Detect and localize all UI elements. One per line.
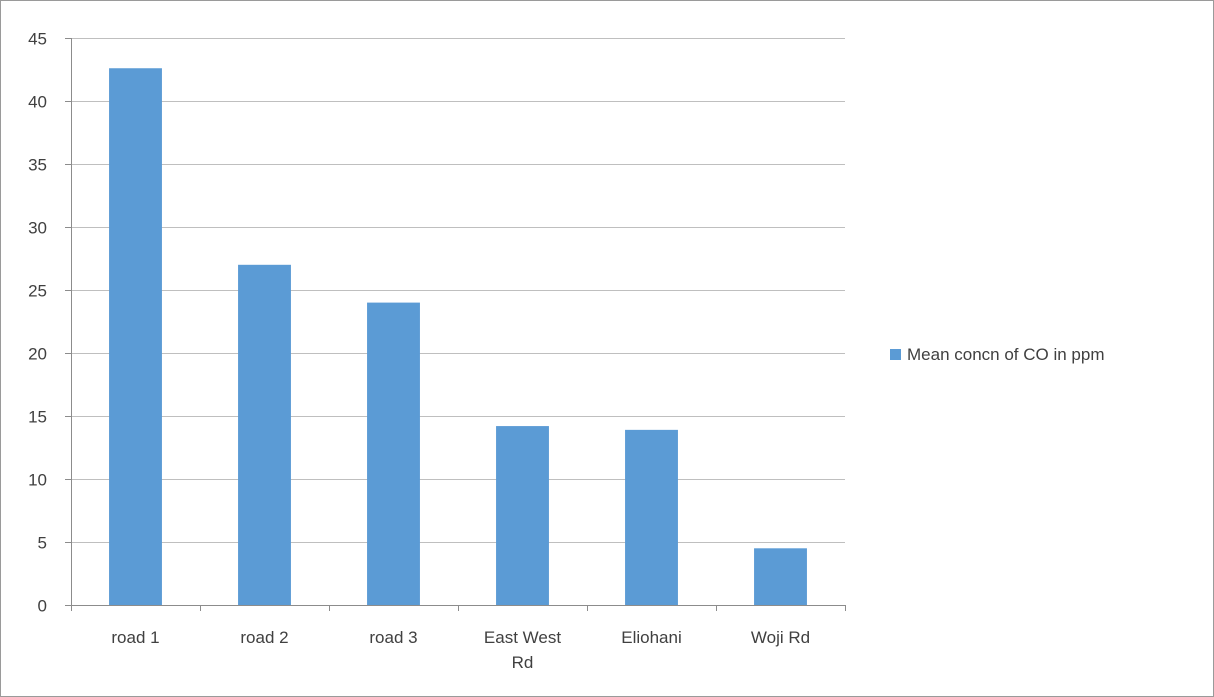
- x-tick-label: Rd: [512, 653, 534, 672]
- bar: [109, 68, 162, 606]
- y-tick-label: 0: [38, 597, 47, 616]
- bar: [625, 429, 678, 605]
- y-tick-label: 30: [28, 219, 47, 238]
- bar: [367, 302, 420, 605]
- x-tick-label: Woji Rd: [751, 628, 810, 647]
- bar: [754, 548, 807, 605]
- tick-labels: 0 5 10 15 20 25 30 35 40 45 road 1 road 2 road 3 East…: [28, 30, 810, 673]
- bar: [238, 264, 291, 605]
- bars: [109, 68, 807, 606]
- y-tick-label: 10: [28, 471, 47, 490]
- x-tick-label: road 3: [369, 628, 417, 647]
- gridlines: [71, 38, 845, 543]
- axes: [65, 38, 846, 611]
- x-tick-label: Eliohani: [621, 628, 682, 647]
- y-tick-label: 45: [28, 30, 47, 49]
- y-tick-label: 35: [28, 156, 47, 175]
- y-tick-label: 25: [28, 282, 47, 301]
- x-tick-label: road 1: [111, 628, 159, 647]
- legend-label: Mean concn of CO in ppm: [907, 345, 1104, 364]
- x-tick-label: East West: [484, 628, 561, 647]
- x-tick-label: road 2: [240, 628, 288, 647]
- legend: Mean concn of CO in ppm: [890, 345, 1104, 364]
- bar: [496, 426, 549, 605]
- y-tick-label: 5: [38, 534, 47, 553]
- y-tick-label: 20: [28, 345, 47, 364]
- y-tick-label: 15: [28, 408, 47, 427]
- legend-swatch: [890, 349, 901, 360]
- y-tick-label: 40: [28, 93, 47, 112]
